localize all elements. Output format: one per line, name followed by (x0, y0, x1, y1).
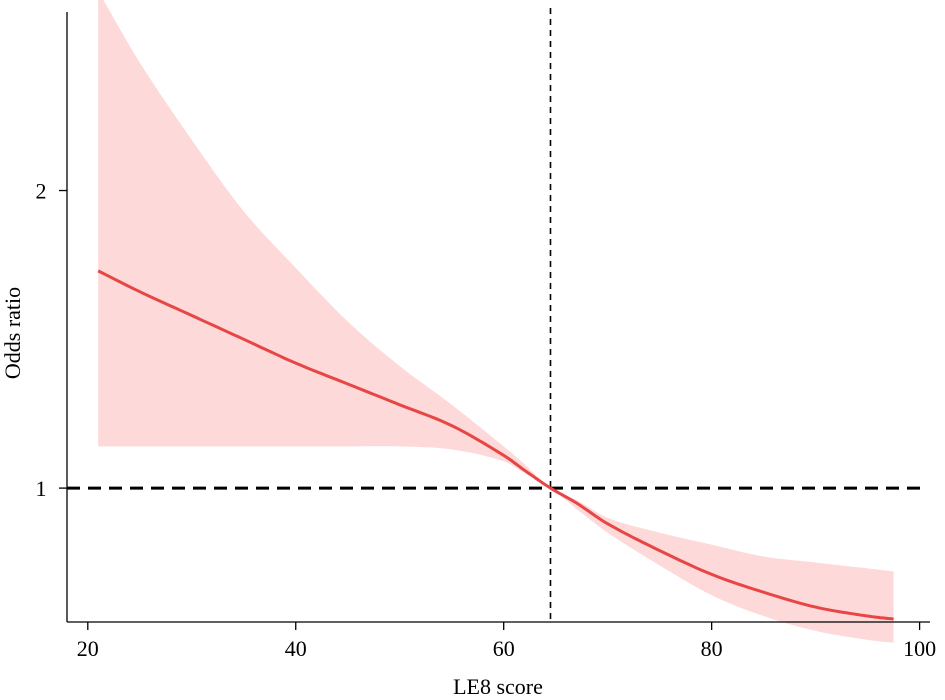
odds-ratio-line (97, 269, 894, 621)
y-tick-label: 1 (36, 476, 47, 501)
axis-ticks: 20 40 60 80 100 1 2 (36, 179, 937, 661)
confidence-band (98, 0, 894, 643)
y-tick-label: 2 (36, 179, 47, 204)
x-tick-label: 20 (77, 636, 99, 661)
x-tick-label: 40 (285, 636, 307, 661)
plot-area (67, 0, 928, 643)
x-tick-label: 60 (493, 636, 515, 661)
x-tick-label: 100 (903, 636, 936, 661)
x-tick-label: 80 (701, 636, 723, 661)
x-axis-title: LE8 score (453, 674, 543, 699)
y-axis-title: Odds ratio (0, 287, 25, 379)
